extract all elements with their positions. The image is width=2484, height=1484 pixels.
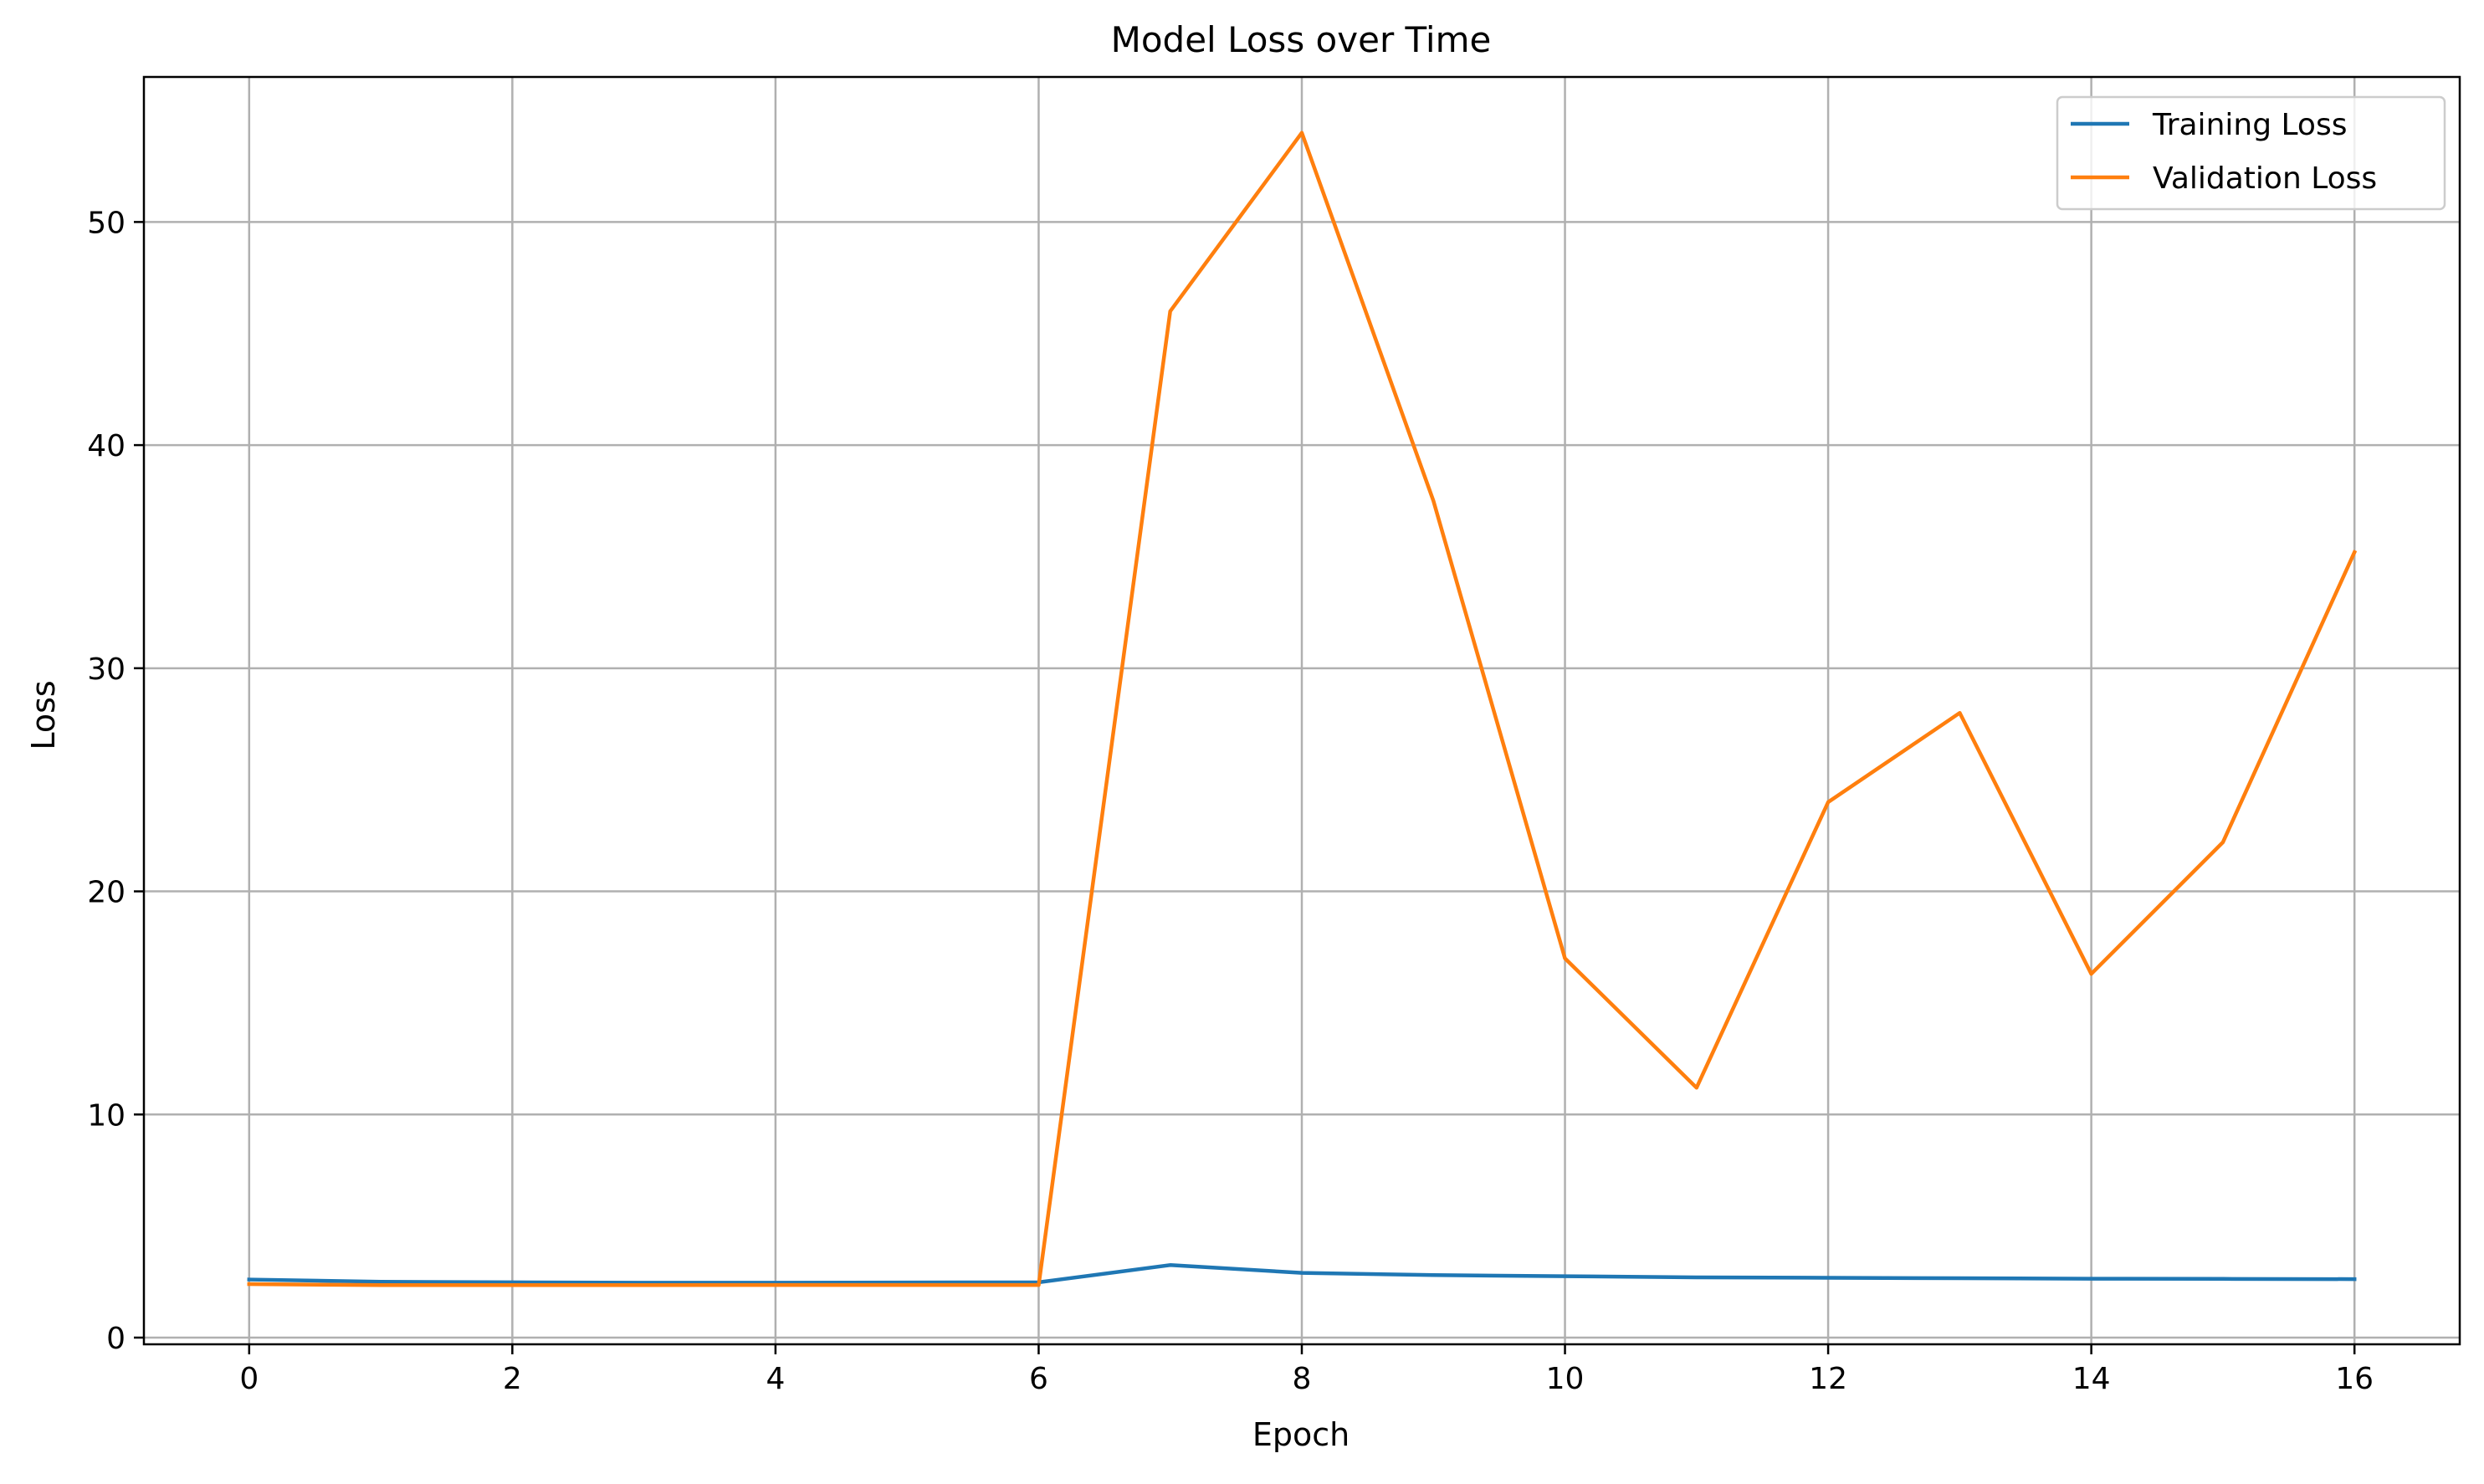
y-tick-label: 10 — [87, 1098, 125, 1133]
legend-label: Training Loss — [2152, 108, 2347, 142]
legend-box — [2056, 95, 2446, 211]
chart-title: Model Loss over Time — [1111, 19, 1492, 60]
x-tick-label: 0 — [239, 1362, 259, 1396]
y-tick-label: 40 — [87, 429, 125, 463]
x-tick-label: 14 — [2072, 1362, 2111, 1396]
x-tick-label: 12 — [1809, 1362, 1847, 1396]
x-tick-label: 16 — [2335, 1362, 2374, 1396]
legend-label: Validation Loss — [2153, 161, 2377, 196]
y-axis-label: Loss — [25, 680, 62, 750]
x-tick-label: 8 — [1293, 1362, 1312, 1396]
x-axis-ticks: 0 2 4 6 8 10 12 14 16 — [239, 1344, 2374, 1396]
series-line-training-loss — [247, 1263, 2357, 1285]
series-line-validation-loss — [247, 130, 2358, 1287]
y-tick-label: 0 — [106, 1322, 125, 1356]
y-axis-ticks: 0 10 20 30 40 50 — [87, 206, 144, 1356]
y-tick-label: 20 — [87, 876, 125, 910]
grid — [144, 77, 2460, 1344]
x-tick-label: 6 — [1029, 1362, 1048, 1396]
x-tick-label: 4 — [766, 1362, 785, 1396]
x-axis-label: Epoch — [1252, 1416, 1350, 1453]
y-tick-label: 30 — [87, 652, 125, 687]
y-tick-label: 50 — [87, 206, 125, 240]
series-lines — [247, 130, 2358, 1287]
x-tick-label: 10 — [1546, 1362, 1585, 1396]
legend: Training Loss Validation Loss — [2056, 95, 2446, 211]
x-tick-label: 2 — [503, 1362, 522, 1396]
